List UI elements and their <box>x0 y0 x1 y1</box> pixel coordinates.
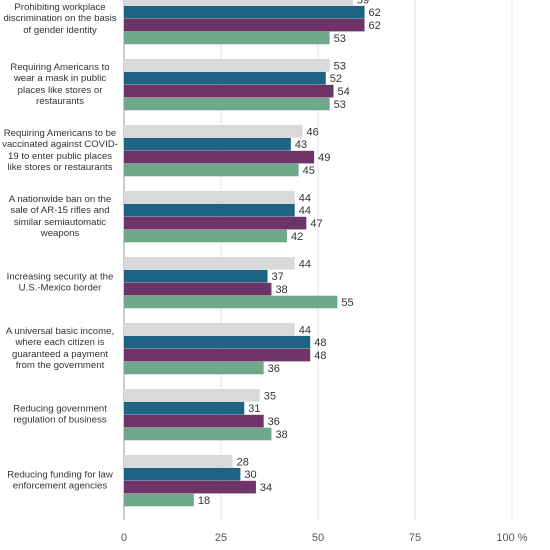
bar <box>124 282 272 296</box>
data-label: 42 <box>291 231 303 243</box>
bar <box>124 348 311 362</box>
category-label: Requiring Americans to wear a mask in pu… <box>10 61 110 108</box>
data-label: 38 <box>275 429 287 441</box>
x-tick-label: 0 <box>121 532 127 544</box>
bar <box>124 191 295 204</box>
data-label: 49 <box>318 152 330 164</box>
bar <box>124 5 365 19</box>
category-label: Prohibiting workplace discrimination on … <box>3 1 117 36</box>
bar <box>124 414 264 428</box>
bar <box>124 455 233 468</box>
category-label: A nationwide ban on the sale of AR-15 ri… <box>8 193 112 240</box>
x-tick-label: 25 <box>215 532 227 544</box>
data-label: 47 <box>310 218 322 230</box>
bar <box>124 31 330 45</box>
bar <box>124 0 353 6</box>
category-label: Requiring Americans to be vaccinated aga… <box>2 127 118 174</box>
bar <box>124 480 256 494</box>
data-label: 37 <box>272 271 284 283</box>
data-label: 45 <box>303 165 315 177</box>
data-label: 44 <box>299 205 311 217</box>
data-label: 43 <box>295 139 307 151</box>
bar <box>124 71 326 85</box>
category-label: Increasing security at the U.S.-Mexico b… <box>6 271 114 294</box>
bar <box>124 163 299 177</box>
data-label: 44 <box>299 258 311 270</box>
data-label: 44 <box>299 324 311 336</box>
bar <box>124 269 268 283</box>
bar <box>124 125 303 138</box>
bar <box>124 295 338 309</box>
x-tick-label: 100 % <box>496 532 527 544</box>
bar <box>124 361 264 375</box>
category-label: Reducing government regulation of busine… <box>13 403 107 426</box>
x-tick-label: 75 <box>409 532 421 544</box>
data-label: 44 <box>299 192 311 204</box>
x-tick-label: 50 <box>312 532 324 544</box>
bar <box>124 335 311 349</box>
bar <box>124 427 272 441</box>
data-label: 46 <box>306 126 318 138</box>
data-label: 18 <box>198 495 210 507</box>
data-label: 62 <box>369 7 381 19</box>
data-label: 30 <box>244 469 256 481</box>
data-label: 28 <box>237 456 249 468</box>
bar <box>124 401 245 415</box>
bar <box>124 467 241 481</box>
bar <box>124 389 260 402</box>
bar <box>124 216 307 230</box>
category-label: Reducing funding for law enforcement age… <box>7 469 113 492</box>
category-label: A universal basic income, where each cit… <box>5 325 115 372</box>
bar <box>124 97 330 111</box>
bar <box>124 493 194 507</box>
data-label: 36 <box>268 416 280 428</box>
data-label: 62 <box>369 20 381 32</box>
bar <box>124 323 295 336</box>
bar <box>124 59 330 72</box>
data-label: 31 <box>248 403 260 415</box>
bar <box>124 137 291 151</box>
data-label: 48 <box>314 337 326 349</box>
data-label: 35 <box>264 390 276 402</box>
data-label: 38 <box>275 284 287 296</box>
bar <box>124 257 295 270</box>
data-label: 54 <box>338 86 350 98</box>
data-label: 36 <box>268 363 280 375</box>
data-label: 53 <box>334 99 346 111</box>
bar <box>124 229 287 243</box>
bar <box>124 203 295 217</box>
data-label: 52 <box>330 73 342 85</box>
bar <box>124 84 334 98</box>
data-label: 59 <box>357 0 369 6</box>
data-label: 53 <box>334 60 346 72</box>
bar <box>124 150 315 164</box>
bar <box>124 18 365 32</box>
data-label: 34 <box>260 482 272 494</box>
data-label: 48 <box>314 350 326 362</box>
data-label: 55 <box>341 297 353 309</box>
data-label: 53 <box>334 33 346 45</box>
